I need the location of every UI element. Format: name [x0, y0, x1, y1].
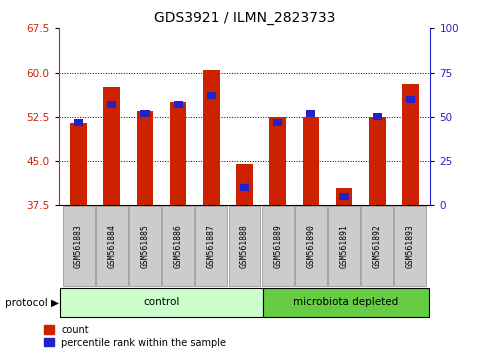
- Text: GSM561883: GSM561883: [74, 224, 83, 268]
- FancyBboxPatch shape: [228, 206, 260, 286]
- FancyBboxPatch shape: [261, 206, 293, 286]
- Bar: [335, 188, 352, 205]
- Bar: [140, 110, 149, 117]
- Bar: [107, 101, 116, 108]
- Text: microbiota depleted: microbiota depleted: [292, 297, 398, 307]
- FancyBboxPatch shape: [195, 206, 227, 286]
- FancyBboxPatch shape: [60, 288, 262, 317]
- Bar: [74, 119, 83, 126]
- Text: GSM561892: GSM561892: [372, 224, 381, 268]
- Title: GDS3921 / ILMN_2823733: GDS3921 / ILMN_2823733: [154, 11, 334, 24]
- Bar: [405, 96, 414, 103]
- Bar: [368, 117, 385, 205]
- Bar: [273, 119, 282, 126]
- FancyBboxPatch shape: [294, 206, 326, 286]
- Bar: [305, 110, 315, 117]
- Text: GSM561886: GSM561886: [173, 224, 182, 268]
- Text: GSM561884: GSM561884: [107, 224, 116, 268]
- FancyBboxPatch shape: [162, 206, 194, 286]
- Bar: [169, 102, 186, 205]
- FancyBboxPatch shape: [62, 206, 94, 286]
- Text: GSM561890: GSM561890: [306, 224, 315, 268]
- Bar: [136, 111, 153, 205]
- Text: protocol ▶: protocol ▶: [5, 298, 59, 308]
- Text: GSM561893: GSM561893: [405, 224, 414, 268]
- Text: GSM561889: GSM561889: [273, 224, 282, 268]
- FancyBboxPatch shape: [262, 288, 428, 317]
- Text: GSM561885: GSM561885: [140, 224, 149, 268]
- Bar: [236, 164, 252, 205]
- Bar: [269, 117, 285, 205]
- Text: GSM561891: GSM561891: [339, 224, 348, 268]
- FancyBboxPatch shape: [327, 206, 359, 286]
- Bar: [401, 84, 418, 205]
- Bar: [70, 123, 87, 205]
- FancyBboxPatch shape: [394, 206, 426, 286]
- FancyBboxPatch shape: [96, 206, 127, 286]
- Bar: [173, 101, 183, 108]
- Bar: [103, 87, 120, 205]
- Bar: [240, 184, 248, 191]
- Text: control: control: [143, 297, 180, 307]
- Bar: [203, 70, 219, 205]
- Legend: count, percentile rank within the sample: count, percentile rank within the sample: [44, 325, 226, 348]
- Bar: [339, 193, 348, 200]
- FancyBboxPatch shape: [129, 206, 161, 286]
- Bar: [206, 92, 215, 99]
- Text: GSM561887: GSM561887: [206, 224, 215, 268]
- Bar: [302, 117, 319, 205]
- Bar: [372, 113, 381, 120]
- Text: GSM561888: GSM561888: [240, 224, 248, 268]
- FancyBboxPatch shape: [361, 206, 392, 286]
